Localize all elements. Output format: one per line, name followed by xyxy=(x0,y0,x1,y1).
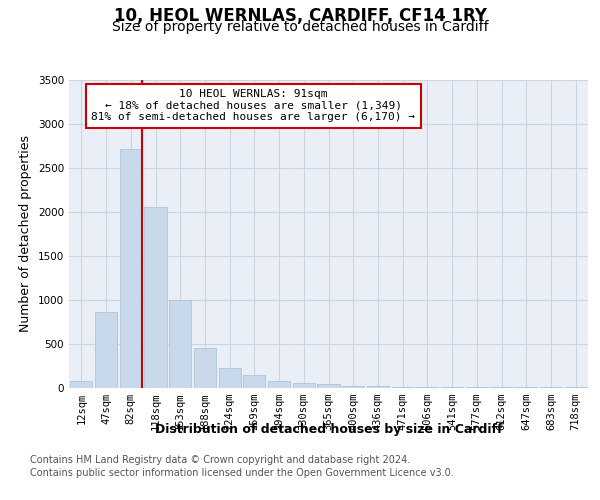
Text: Contains public sector information licensed under the Open Government Licence v3: Contains public sector information licen… xyxy=(30,468,454,477)
Bar xyxy=(169,300,191,388)
Bar xyxy=(342,386,364,388)
Bar xyxy=(293,382,315,388)
Y-axis label: Number of detached properties: Number of detached properties xyxy=(19,135,32,332)
Bar xyxy=(218,368,241,388)
Bar xyxy=(70,381,92,388)
Bar xyxy=(119,148,142,388)
Bar xyxy=(392,386,414,388)
Bar xyxy=(317,384,340,388)
Bar xyxy=(95,312,117,388)
Text: 10, HEOL WERNLAS, CARDIFF, CF14 1RY: 10, HEOL WERNLAS, CARDIFF, CF14 1RY xyxy=(113,8,487,26)
Text: Distribution of detached houses by size in Cardiff: Distribution of detached houses by size … xyxy=(155,422,503,436)
Text: 10 HEOL WERNLAS: 91sqm
← 18% of detached houses are smaller (1,349)
81% of semi-: 10 HEOL WERNLAS: 91sqm ← 18% of detached… xyxy=(91,89,415,122)
Bar xyxy=(194,348,216,388)
Bar xyxy=(243,375,265,388)
Text: Contains HM Land Registry data © Crown copyright and database right 2024.: Contains HM Land Registry data © Crown c… xyxy=(30,455,410,465)
Bar xyxy=(367,386,389,388)
Bar xyxy=(416,387,439,388)
Bar xyxy=(145,206,167,388)
Text: Size of property relative to detached houses in Cardiff: Size of property relative to detached ho… xyxy=(112,20,488,34)
Bar xyxy=(268,381,290,388)
